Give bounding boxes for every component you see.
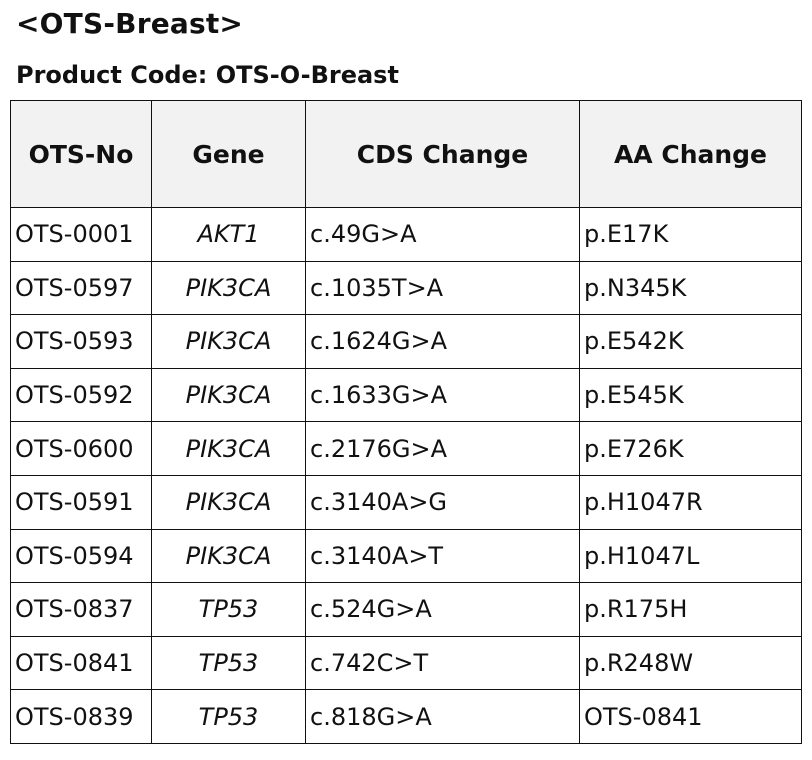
cell-aa-change: p.H1047L — [579, 528, 802, 584]
cell-aa-change: p.R175H — [579, 582, 802, 637]
cell-gene: PIK3CA — [151, 260, 306, 316]
cell-cds-change: c.3140A>G — [305, 474, 580, 530]
cell-gene: TP53 — [151, 635, 306, 691]
cell-gene: AKT1 — [151, 207, 306, 262]
cell-ots-no: OTS-0839 — [10, 689, 152, 744]
page-title: <OTS-Breast> — [16, 7, 244, 40]
cell-cds-change: c.524G>A — [305, 582, 580, 637]
cell-cds-change: c.1633G>A — [305, 367, 580, 423]
table-row: OTS-0600 PIK3CA c.2176G>A p.E726K — [10, 421, 802, 476]
cell-gene: PIK3CA — [151, 474, 306, 530]
cell-aa-change: p.E726K — [579, 421, 802, 476]
cell-aa-change: OTS-0841 — [579, 689, 802, 744]
cell-gene: TP53 — [151, 582, 306, 637]
table-row: OTS-0591 PIK3CA c.3140A>G p.H1047R — [10, 474, 802, 530]
table-row: OTS-0841 TP53 c.742C>T p.R248W — [10, 635, 802, 691]
cell-aa-change: p.N345K — [579, 260, 802, 316]
table-row: OTS-0839 TP53 c.818G>A OTS-0841 — [10, 689, 802, 744]
cell-aa-change: p.E17K — [579, 207, 802, 262]
cell-ots-no: OTS-0592 — [10, 367, 152, 423]
cell-ots-no: OTS-0597 — [10, 260, 152, 316]
mutation-table: OTS-No Gene CDS Change AA Change OTS-000… — [10, 100, 802, 744]
cell-cds-change: c.1035T>A — [305, 260, 580, 316]
cell-ots-no: OTS-0593 — [10, 314, 152, 369]
cell-cds-change: c.1624G>A — [305, 314, 580, 369]
cell-aa-change: p.R248W — [579, 635, 802, 691]
cell-cds-change: c.3140A>T — [305, 528, 580, 584]
cell-ots-no: OTS-0594 — [10, 528, 152, 584]
cell-ots-no: OTS-0837 — [10, 582, 152, 637]
cell-ots-no: OTS-0600 — [10, 421, 152, 476]
cell-cds-change: c.742C>T — [305, 635, 580, 691]
cell-aa-change: p.E542K — [579, 314, 802, 369]
cell-cds-change: c.818G>A — [305, 689, 580, 744]
table-row: OTS-0001 AKT1 c.49G>A p.E17K — [10, 207, 802, 262]
table-header-row: OTS-No Gene CDS Change AA Change — [10, 100, 802, 208]
cell-aa-change: p.E545K — [579, 367, 802, 423]
table-row: OTS-0593 PIK3CA c.1624G>A p.E542K — [10, 314, 802, 369]
product-code: Product Code: OTS-O-Breast — [16, 61, 399, 89]
table-row: OTS-0837 TP53 c.524G>A p.R175H — [10, 582, 802, 637]
table-row: OTS-0597 PIK3CA c.1035T>A p.N345K — [10, 260, 802, 316]
table-row: OTS-0592 PIK3CA c.1633G>A p.E545K — [10, 367, 802, 423]
header-gene: Gene — [151, 100, 306, 208]
header-cds-change: CDS Change — [305, 100, 580, 208]
header-ots-no: OTS-No — [10, 100, 152, 208]
cell-ots-no: OTS-0841 — [10, 635, 152, 691]
cell-gene: TP53 — [151, 689, 306, 744]
header-aa-change: AA Change — [579, 100, 802, 208]
cell-gene: PIK3CA — [151, 314, 306, 369]
cell-cds-change: c.49G>A — [305, 207, 580, 262]
cell-aa-change: p.H1047R — [579, 474, 802, 530]
cell-gene: PIK3CA — [151, 528, 306, 584]
cell-ots-no: OTS-0001 — [10, 207, 152, 262]
cell-ots-no: OTS-0591 — [10, 474, 152, 530]
table-row: OTS-0594 PIK3CA c.3140A>T p.H1047L — [10, 528, 802, 584]
cell-cds-change: c.2176G>A — [305, 421, 580, 476]
cell-gene: PIK3CA — [151, 421, 306, 476]
cell-gene: PIK3CA — [151, 367, 306, 423]
